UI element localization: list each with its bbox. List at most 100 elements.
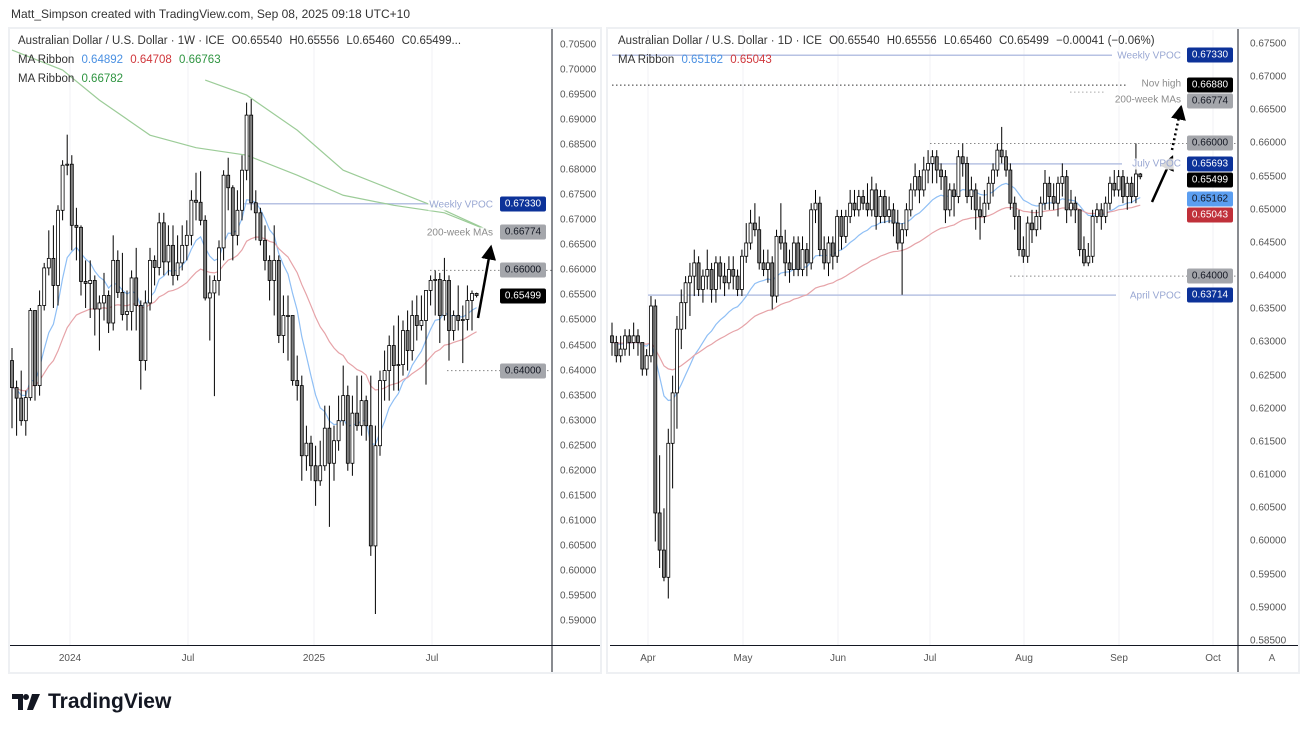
candle-body bbox=[125, 311, 129, 315]
candle bbox=[999, 126, 1004, 164]
candle-body bbox=[221, 174, 226, 249]
candle-body bbox=[226, 174, 231, 189]
candle-body bbox=[999, 149, 1004, 158]
candle bbox=[995, 143, 1000, 177]
candle-body bbox=[189, 199, 194, 236]
candle bbox=[1073, 196, 1078, 224]
candle-body bbox=[627, 335, 632, 343]
candle-body bbox=[286, 315, 290, 317]
candle bbox=[230, 185, 235, 261]
auto-scale-button[interactable]: A bbox=[1268, 653, 1276, 664]
candle-body bbox=[1012, 202, 1017, 217]
candle bbox=[207, 275, 212, 341]
candle-body bbox=[952, 189, 956, 197]
left-price-tick: 0.63000 bbox=[560, 415, 597, 427]
candle-body bbox=[378, 380, 382, 447]
candle-body bbox=[683, 282, 688, 304]
candle-body bbox=[433, 279, 438, 281]
left-price-tick: 0.64500 bbox=[560, 340, 597, 352]
candle-body bbox=[419, 320, 424, 326]
candle bbox=[688, 262, 692, 316]
candle bbox=[1021, 236, 1026, 263]
candle-body bbox=[212, 280, 217, 294]
left-ribbon2-label[interactable]: MA Ribbon bbox=[18, 73, 75, 85]
candle-body bbox=[861, 196, 866, 204]
candle-body bbox=[23, 397, 28, 422]
right-nov-high-label: Nov high bbox=[1140, 78, 1182, 90]
candle-body bbox=[37, 305, 42, 387]
candle-body bbox=[752, 222, 757, 231]
left-price-tick: 0.68000 bbox=[560, 164, 597, 176]
right-price-tick: 0.59000 bbox=[1250, 602, 1287, 614]
right-july-vpoc-label: July VPOC bbox=[1131, 158, 1182, 170]
candle bbox=[175, 235, 180, 281]
left-chart-panel[interactable] bbox=[8, 27, 602, 674]
candle bbox=[1095, 203, 1099, 224]
candle bbox=[666, 428, 671, 599]
left-price-tick: 0.68500 bbox=[560, 139, 597, 151]
candle bbox=[60, 160, 65, 221]
right-price-badge: 0.67330 bbox=[1187, 47, 1233, 63]
candle bbox=[804, 242, 809, 277]
candle bbox=[973, 183, 978, 230]
candle bbox=[1038, 196, 1043, 230]
candle bbox=[465, 285, 470, 331]
candle bbox=[194, 172, 198, 221]
right-price-tick: 0.60500 bbox=[1250, 502, 1287, 514]
left-ribbon1-label[interactable]: MA Ribbon bbox=[18, 54, 75, 66]
candle-body bbox=[848, 202, 853, 217]
candle-body bbox=[1064, 176, 1069, 211]
candle-body bbox=[701, 275, 705, 290]
candle bbox=[670, 375, 675, 489]
ma-slow-line bbox=[11, 236, 477, 392]
candle-body bbox=[56, 209, 60, 286]
candle bbox=[42, 262, 47, 311]
right-close: C0.65499 bbox=[999, 35, 1049, 47]
candle-body bbox=[359, 400, 364, 427]
candle-body bbox=[1116, 176, 1121, 191]
candle bbox=[276, 255, 281, 344]
candle bbox=[115, 250, 120, 298]
candle-body bbox=[662, 549, 666, 578]
candle-body bbox=[714, 262, 718, 290]
candle-body bbox=[230, 187, 235, 236]
candle-body bbox=[926, 162, 930, 171]
candle bbox=[318, 440, 323, 486]
right-price-tick: 0.66500 bbox=[1250, 104, 1287, 116]
candle bbox=[640, 342, 645, 376]
left-price-tick: 0.59000 bbox=[560, 615, 597, 627]
candle-body bbox=[644, 355, 649, 370]
candle-body bbox=[887, 209, 892, 217]
candle-body bbox=[69, 163, 74, 226]
candle bbox=[322, 405, 327, 471]
candle bbox=[92, 275, 97, 336]
candle bbox=[934, 150, 939, 184]
candle-body bbox=[822, 249, 827, 264]
left-price-tick: 0.61000 bbox=[560, 515, 597, 527]
candle bbox=[744, 223, 749, 263]
left-ribbon2-v1: 0.66782 bbox=[81, 73, 124, 85]
candle bbox=[221, 170, 226, 261]
candle bbox=[102, 272, 106, 321]
candle-body bbox=[143, 302, 148, 361]
left-price-tick: 0.62500 bbox=[560, 440, 597, 452]
candle-body bbox=[240, 169, 244, 211]
candle bbox=[939, 163, 943, 190]
candle bbox=[1077, 209, 1082, 257]
candle-body bbox=[51, 257, 56, 286]
candle-body bbox=[900, 229, 905, 244]
candle-body bbox=[46, 257, 51, 269]
candle bbox=[865, 183, 870, 217]
candle-body bbox=[322, 427, 327, 467]
candle bbox=[917, 170, 922, 204]
candle bbox=[391, 325, 396, 391]
right-ribbon-label[interactable]: MA Ribbon bbox=[618, 54, 675, 66]
right-change: −0.00041 (−0.06%) bbox=[1056, 35, 1155, 47]
candle bbox=[171, 225, 175, 286]
right-price-tick: 0.64500 bbox=[1250, 237, 1287, 249]
candle-body bbox=[986, 182, 991, 204]
right-chart-panel[interactable] bbox=[606, 27, 1300, 674]
candle bbox=[770, 256, 775, 310]
candle bbox=[748, 209, 753, 250]
